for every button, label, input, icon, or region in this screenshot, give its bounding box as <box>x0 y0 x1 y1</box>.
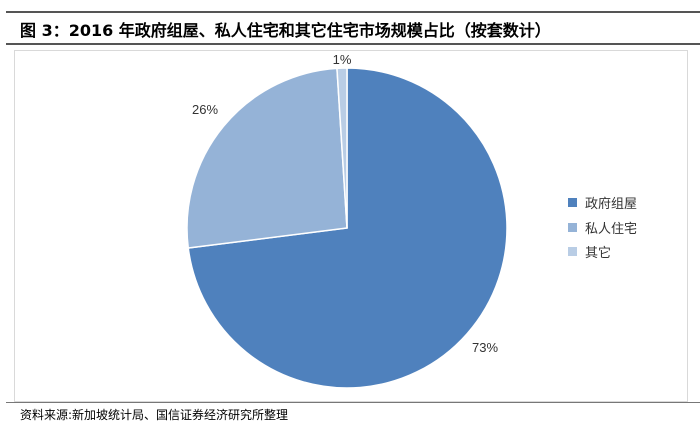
legend-item-2: 其它 <box>568 242 611 261</box>
legend-label: 政府组屋 <box>585 197 638 212</box>
data-label-0: 73% <box>472 340 498 355</box>
legend-label: 其它 <box>585 246 612 261</box>
chart-title: 图 3：2016 年政府组屋、私人住宅和其它住宅市场规模占比（按套数计） <box>20 21 551 40</box>
legend-swatch <box>568 198 577 207</box>
bottom-rule <box>6 402 700 403</box>
title-rule <box>6 43 700 45</box>
data-label-1: 26% <box>192 102 218 117</box>
legend-item-0: 政府组屋 <box>568 193 637 212</box>
top-rule <box>6 11 700 13</box>
pie-slice-2 <box>336 67 348 229</box>
pie-slice-1 <box>186 67 348 249</box>
legend-item-1: 私人住宅 <box>568 218 637 237</box>
legend-label: 私人住宅 <box>585 222 638 237</box>
source-note: 资料来源:新加坡统计局、国信证券经济研究所整理 <box>20 408 289 422</box>
legend-swatch <box>568 247 577 256</box>
data-label-2: 1% <box>333 52 352 67</box>
legend-swatch <box>568 223 577 232</box>
chart-frame <box>14 50 688 402</box>
